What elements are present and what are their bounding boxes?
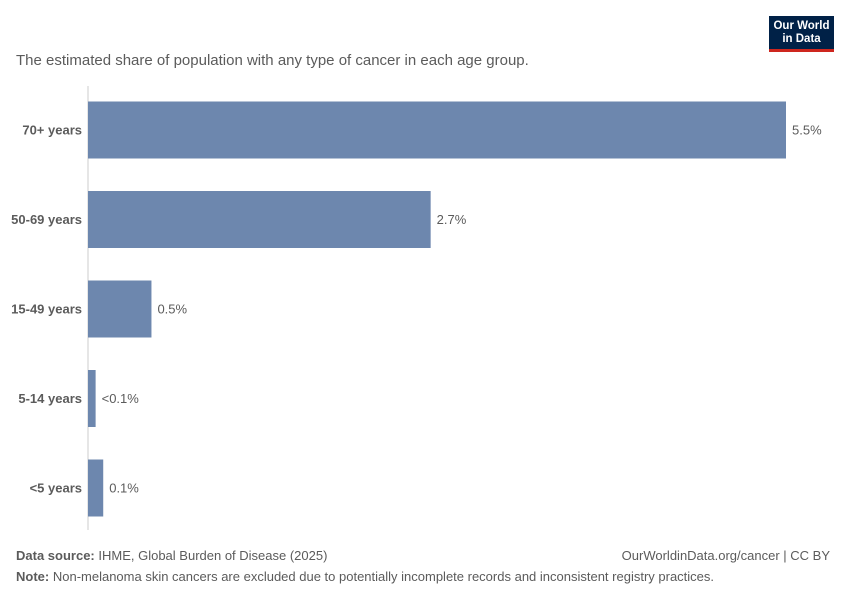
category-label-3: 5-14 years [18, 391, 82, 406]
data-source-label: Data source: [16, 548, 95, 563]
value-label-0: 5.5% [792, 123, 822, 138]
logo-line-1: Our World [773, 20, 830, 32]
bar-2[interactable] [88, 280, 152, 338]
category-label-1: 50-69 years [11, 212, 82, 227]
chart-note: Note: Non-melanoma skin cancers are excl… [16, 569, 714, 584]
data-source-text[interactable]: IHME, Global Burden of Disease (2025) [98, 548, 328, 563]
credit-link[interactable]: OurWorldinData.org/cancer | CC BY [621, 548, 830, 563]
bar-1[interactable] [88, 191, 431, 248]
logo-line-2: in Data [782, 33, 821, 45]
value-label-3: <0.1% [102, 391, 140, 406]
note-label: Note: [16, 569, 50, 584]
bar-3[interactable] [88, 370, 96, 427]
note-text: Non-melanoma skin cancers are excluded d… [52, 569, 715, 584]
category-label-0: 70+ years [22, 123, 82, 138]
chart-subtitle: The estimated share of population with a… [16, 52, 529, 69]
category-label-4: <5 years [30, 481, 82, 496]
owid-logo[interactable]: Our World in Data [769, 16, 834, 52]
value-label-2: 0.5% [157, 302, 187, 317]
category-label-2: 15-49 years [11, 302, 82, 317]
data-source: Data source: IHME, Global Burden of Dise… [16, 548, 327, 563]
bar-4[interactable] [88, 459, 104, 517]
value-label-1: 2.7% [437, 212, 467, 227]
bar-chart: 70+ years 5.5% 50-69 years 2.7% 15-49 years 0… [11, 86, 822, 530]
value-label-4: 0.1% [109, 481, 139, 496]
bar-0[interactable] [88, 101, 786, 159]
